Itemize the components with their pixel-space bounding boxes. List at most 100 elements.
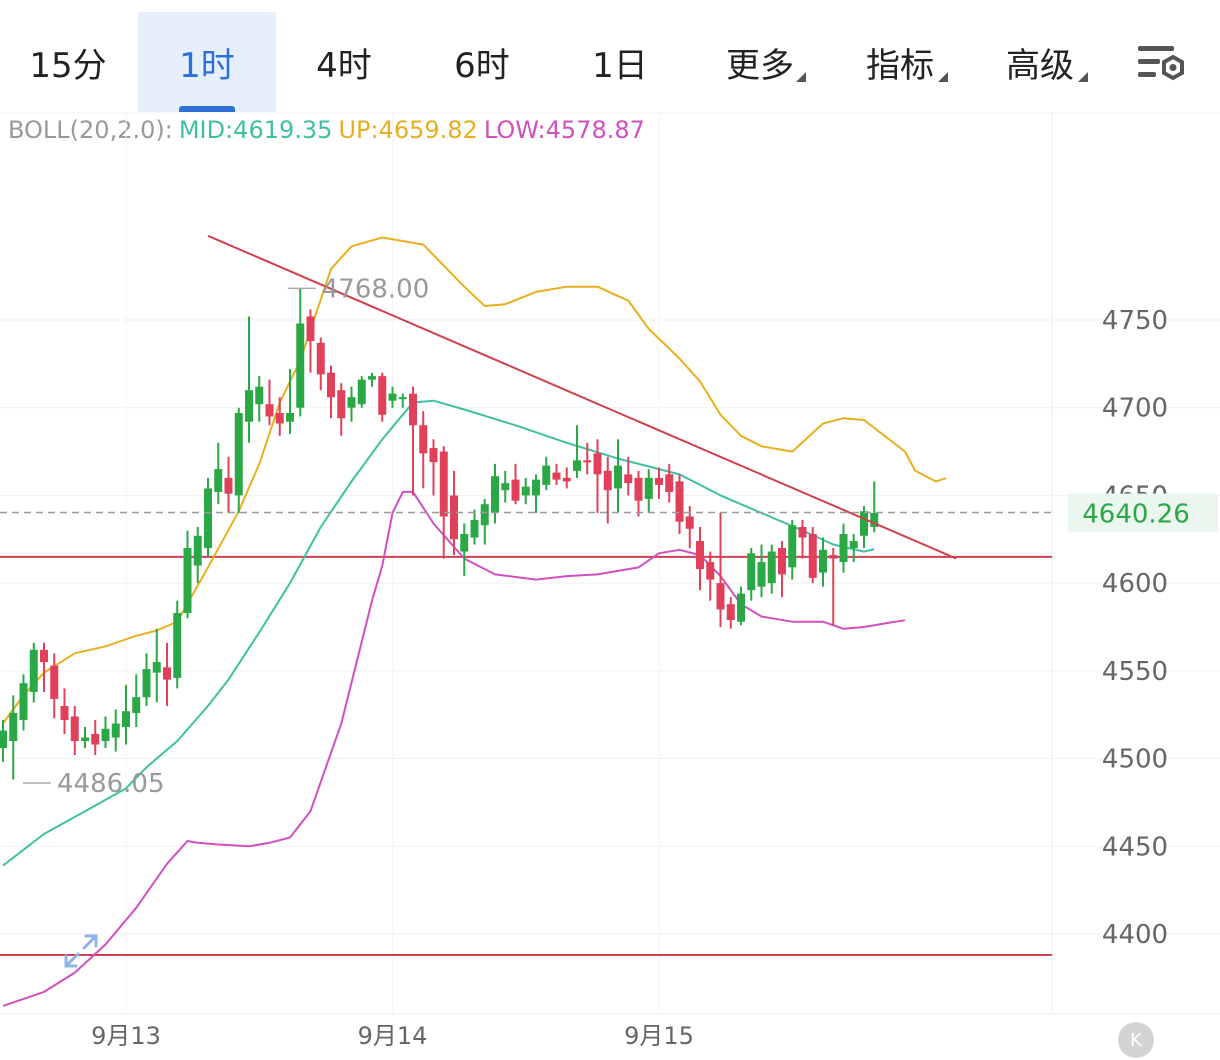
candle-body [614,465,622,489]
candle-body [675,481,684,522]
tab-4h[interactable]: 4时 [276,12,412,112]
candle-body [142,669,151,698]
candle-body [163,667,171,680]
candle-body [378,376,387,415]
candle-body [624,474,633,484]
candle-body [111,723,120,738]
tab-advanced[interactable]: 高级 [970,12,1110,112]
candle-body [152,662,161,673]
legend-low-value: LOW:4578.87 [483,116,645,144]
tab-label: 高级 [1006,45,1074,86]
candle-body [603,470,612,491]
candle-body [532,479,540,496]
candle-body [70,716,79,742]
candle-body [183,548,192,613]
candle-body [296,323,305,408]
tab-15m[interactable]: 15分 [0,12,136,112]
last-price-badge [1068,493,1218,532]
candle-body [224,477,233,494]
tab-label: 6时 [454,45,510,86]
candle-body [716,583,725,610]
candle-body [409,393,417,426]
candle-body [357,379,366,405]
x-tick-label: 9月14 [358,1022,428,1050]
candle-body [696,541,704,570]
boll-legend: BOLL(20,2.0): MID:4619.35 UP:4659.82 LOW:45… [8,116,651,144]
kline-menu-icon[interactable]: K [1118,1022,1154,1058]
x-tick-label: 9月15 [624,1022,694,1050]
candle-body [306,316,315,342]
candlestick-chart[interactable]: 4400445045004550460046504700475046509月13… [0,112,1220,1060]
boll-mid-line [2,399,875,867]
candle-body [665,474,674,492]
candle-body [173,612,182,678]
dropdown-caret-icon [938,72,948,82]
candle-body [388,393,397,401]
candle-body [860,511,868,536]
tab-1d[interactable]: 1日 [552,12,688,112]
candle-body [839,534,848,563]
legend-up-value: UP:4659.82 [338,116,478,144]
tab-label: 1日 [592,45,648,86]
y-tick-label: 4750 [1102,306,1168,336]
expand-icon[interactable] [58,928,104,974]
candle-body [470,519,479,538]
candle-body [60,705,69,720]
candle-body [849,541,858,549]
candle-body [778,548,786,575]
candle-body [562,477,571,482]
candle-body [757,562,766,587]
candle-body [81,737,89,742]
candle-body [9,712,18,742]
y-tick-label: 4450 [1102,832,1168,862]
candle-body [132,697,141,713]
tab-1h[interactable]: 1时 [138,12,276,112]
tab-6h[interactable]: 6时 [414,12,550,112]
dropdown-caret-icon [796,72,806,82]
candle-body [40,649,48,663]
y-tick-label: 4600 [1102,569,1168,599]
candle-body [275,412,284,424]
candle-body [204,488,212,549]
tab-label: 更多 [726,45,794,86]
candle-body [491,476,499,513]
candle-body [255,386,264,405]
candle-body [798,527,807,538]
candle-body [552,472,561,480]
candle-body [655,477,663,485]
candle-body [593,453,602,475]
candle-body [706,562,715,580]
candle-body [29,649,38,692]
candle-body [460,534,469,552]
low-annotation-label: 4486.05 [57,769,165,799]
candle-body [511,479,520,501]
legend-mid-value: MID:4619.35 [178,116,333,144]
candle-body [521,486,530,496]
high-annotation-label: 4768.00 [322,274,430,304]
tab-label: 指标 [866,45,934,86]
candle-body [245,390,253,422]
candle-body [788,525,797,568]
candle-body [91,734,100,745]
tab-indicators[interactable]: 指标 [830,12,970,112]
candle-body [0,730,7,749]
tab-label: 4时 [316,45,372,86]
tab-more[interactable]: 更多 [690,12,830,112]
y-tick-label: 4700 [1102,394,1168,424]
candle-body [870,512,879,528]
candle-body [829,555,838,559]
active-tab-indicator [179,106,235,112]
tab-label: 1时 [179,45,235,86]
candle-body [583,460,592,463]
candle-body [573,460,581,471]
chart-settings-icon[interactable] [1134,40,1190,90]
y-tick-label: 4500 [1102,745,1168,775]
candle-body [644,477,653,499]
candle-body [368,376,376,380]
candle-body [398,397,407,400]
last-price-label: 4640.26 [1082,500,1190,530]
candle-body [685,516,694,529]
candle-body [122,711,130,727]
candle-body [747,553,756,591]
candle-body [542,465,551,485]
